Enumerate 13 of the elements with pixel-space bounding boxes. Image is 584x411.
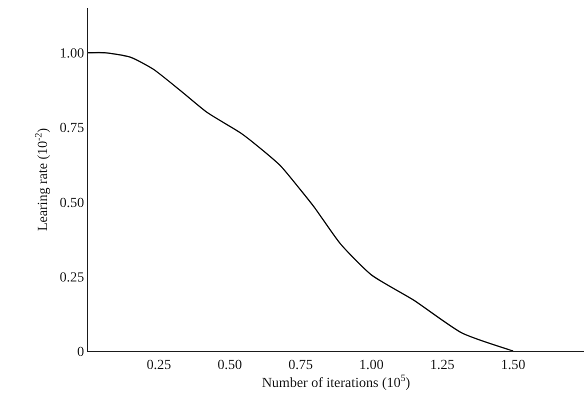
y-tick-label: 1.00 bbox=[60, 46, 84, 62]
x-axis-title: Number of iterations (10$^{5}$) bbox=[262, 372, 411, 391]
y-tick-label: 0 bbox=[77, 344, 84, 360]
y-tick-label: 0.50 bbox=[60, 196, 84, 211]
x-tick-label: 1.00 bbox=[359, 358, 384, 373]
line-series bbox=[88, 52, 514, 351]
y-tick-label: 0.75 bbox=[60, 121, 84, 136]
x-tick-label: 0.75 bbox=[288, 358, 313, 373]
x-tick-label: 0.50 bbox=[217, 358, 242, 373]
y-tick-label: 0.25 bbox=[60, 270, 84, 286]
x-tick-label: 0.25 bbox=[146, 358, 172, 373]
x-tick-label: 1.25 bbox=[430, 358, 455, 373]
x-tick-label: 1.50 bbox=[500, 358, 526, 373]
